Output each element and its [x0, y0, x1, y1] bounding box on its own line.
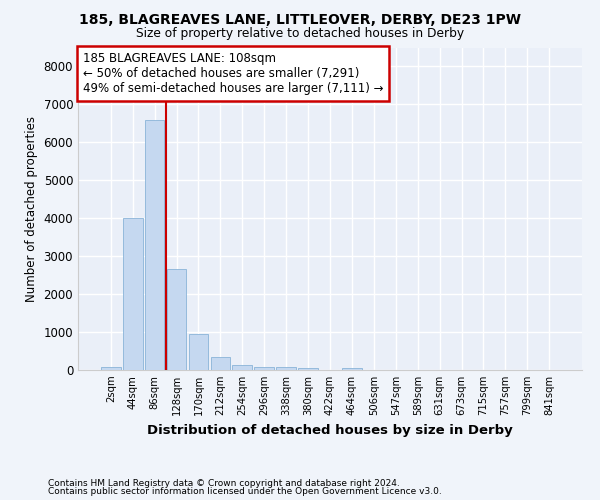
- Bar: [276, 368, 296, 370]
- Bar: [298, 368, 318, 370]
- Text: 185 BLAGREAVES LANE: 108sqm
← 50% of detached houses are smaller (7,291)
49% of : 185 BLAGREAVES LANE: 108sqm ← 50% of det…: [83, 52, 383, 96]
- Bar: [188, 334, 208, 370]
- Y-axis label: Number of detached properties: Number of detached properties: [25, 116, 38, 302]
- Bar: [211, 358, 230, 370]
- Text: 185, BLAGREAVES LANE, LITTLEOVER, DERBY, DE23 1PW: 185, BLAGREAVES LANE, LITTLEOVER, DERBY,…: [79, 12, 521, 26]
- Bar: [342, 368, 362, 370]
- Text: Contains HM Land Registry data © Crown copyright and database right 2024.: Contains HM Land Registry data © Crown c…: [48, 478, 400, 488]
- Bar: [123, 218, 143, 370]
- Bar: [167, 270, 187, 370]
- Bar: [101, 368, 121, 370]
- X-axis label: Distribution of detached houses by size in Derby: Distribution of detached houses by size …: [147, 424, 513, 436]
- Bar: [254, 366, 274, 370]
- Bar: [232, 365, 252, 370]
- Text: Size of property relative to detached houses in Derby: Size of property relative to detached ho…: [136, 28, 464, 40]
- Text: Contains public sector information licensed under the Open Government Licence v3: Contains public sector information licen…: [48, 487, 442, 496]
- Bar: [145, 120, 164, 370]
